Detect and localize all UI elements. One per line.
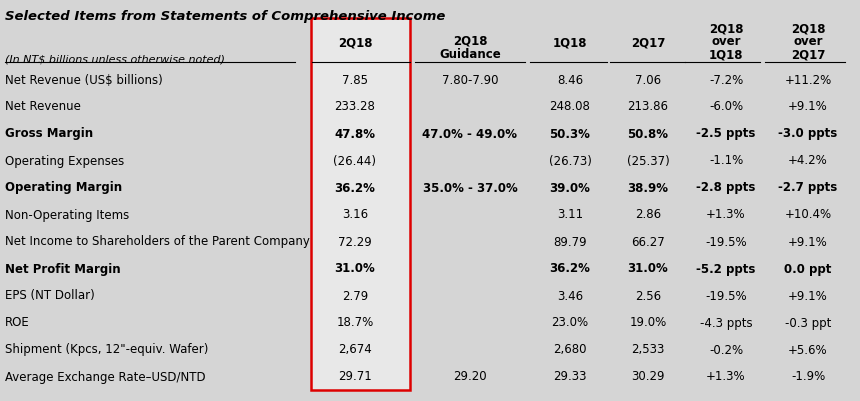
- Text: Net Revenue: Net Revenue: [5, 101, 81, 113]
- Text: -1.9%: -1.9%: [791, 371, 825, 383]
- Text: Net Income to Shareholders of the Parent Company: Net Income to Shareholders of the Parent…: [5, 235, 310, 249]
- Text: 8.46: 8.46: [557, 73, 583, 87]
- Text: 31.0%: 31.0%: [335, 263, 375, 275]
- Text: 2.56: 2.56: [635, 290, 661, 302]
- Text: 2,533: 2,533: [631, 344, 665, 356]
- Text: 213.86: 213.86: [628, 101, 668, 113]
- Text: +1.3%: +1.3%: [706, 371, 746, 383]
- Text: 3.16: 3.16: [342, 209, 368, 221]
- Text: (26.44): (26.44): [334, 154, 377, 168]
- Text: 0.0 ppt: 0.0 ppt: [784, 263, 832, 275]
- Text: ROE: ROE: [5, 316, 30, 330]
- Text: 47.0% - 49.0%: 47.0% - 49.0%: [422, 128, 518, 140]
- Text: 1Q18: 1Q18: [709, 48, 743, 61]
- Bar: [311, 18, 410, 390]
- Text: Guidance: Guidance: [439, 48, 501, 61]
- Text: 7.80-7.90: 7.80-7.90: [442, 73, 498, 87]
- Text: 2.79: 2.79: [342, 290, 368, 302]
- Text: +11.2%: +11.2%: [784, 73, 832, 87]
- Text: 35.0% - 37.0%: 35.0% - 37.0%: [422, 182, 518, 194]
- Text: 23.0%: 23.0%: [551, 316, 588, 330]
- Text: 29.20: 29.20: [453, 371, 487, 383]
- Text: 29.71: 29.71: [338, 371, 372, 383]
- Text: (In NT$ billions unless otherwise noted): (In NT$ billions unless otherwise noted): [5, 55, 225, 65]
- Text: +9.1%: +9.1%: [788, 290, 828, 302]
- Text: 31.0%: 31.0%: [628, 263, 668, 275]
- Text: -5.2 ppts: -5.2 ppts: [697, 263, 756, 275]
- Text: +9.1%: +9.1%: [788, 235, 828, 249]
- Text: -3.0 ppts: -3.0 ppts: [778, 128, 838, 140]
- Text: 36.2%: 36.2%: [550, 263, 591, 275]
- Text: 1Q18: 1Q18: [553, 37, 587, 50]
- Text: (26.73): (26.73): [549, 154, 592, 168]
- Text: Non-Operating Items: Non-Operating Items: [5, 209, 129, 221]
- Text: 30.29: 30.29: [631, 371, 665, 383]
- Text: 19.0%: 19.0%: [630, 316, 666, 330]
- Text: 89.79: 89.79: [553, 235, 587, 249]
- Text: 66.27: 66.27: [631, 235, 665, 249]
- Text: -2.8 ppts: -2.8 ppts: [697, 182, 756, 194]
- Text: Net Profit Margin: Net Profit Margin: [5, 263, 120, 275]
- Text: -4.3 ppts: -4.3 ppts: [700, 316, 752, 330]
- Text: 2Q17: 2Q17: [631, 37, 665, 50]
- Text: 2.86: 2.86: [635, 209, 661, 221]
- Text: -0.3 ppt: -0.3 ppt: [785, 316, 831, 330]
- Text: 36.2%: 36.2%: [335, 182, 376, 194]
- Text: +4.2%: +4.2%: [788, 154, 828, 168]
- Text: 2,674: 2,674: [338, 344, 372, 356]
- Text: 7.06: 7.06: [635, 73, 661, 87]
- Text: 7.85: 7.85: [342, 73, 368, 87]
- Text: Operating Expenses: Operating Expenses: [5, 154, 124, 168]
- Text: over: over: [711, 35, 740, 48]
- Text: 248.08: 248.08: [550, 101, 591, 113]
- Text: -19.5%: -19.5%: [705, 235, 746, 249]
- Text: Average Exchange Rate–USD/NTD: Average Exchange Rate–USD/NTD: [5, 371, 206, 383]
- Text: 233.28: 233.28: [335, 101, 376, 113]
- Text: Shipment (Kpcs, 12"-equiv. Wafer): Shipment (Kpcs, 12"-equiv. Wafer): [5, 344, 208, 356]
- Text: 2Q18: 2Q18: [709, 22, 743, 35]
- Text: +10.4%: +10.4%: [784, 209, 832, 221]
- Text: -0.2%: -0.2%: [709, 344, 743, 356]
- Text: 3.11: 3.11: [557, 209, 583, 221]
- Text: 39.0%: 39.0%: [550, 182, 591, 194]
- Text: 2Q17: 2Q17: [791, 48, 826, 61]
- Text: +9.1%: +9.1%: [788, 101, 828, 113]
- Text: Operating Margin: Operating Margin: [5, 182, 122, 194]
- Text: 29.33: 29.33: [553, 371, 587, 383]
- Text: 18.7%: 18.7%: [336, 316, 373, 330]
- Text: 38.9%: 38.9%: [628, 182, 668, 194]
- Text: Net Revenue (US$ billions): Net Revenue (US$ billions): [5, 73, 163, 87]
- Text: 3.46: 3.46: [557, 290, 583, 302]
- Text: 50.8%: 50.8%: [628, 128, 668, 140]
- Text: over: over: [793, 35, 823, 48]
- Text: 2Q18: 2Q18: [452, 35, 488, 48]
- Text: +5.6%: +5.6%: [788, 344, 828, 356]
- Text: -6.0%: -6.0%: [709, 101, 743, 113]
- Text: 72.29: 72.29: [338, 235, 372, 249]
- Text: Gross Margin: Gross Margin: [5, 128, 93, 140]
- Text: -1.1%: -1.1%: [709, 154, 743, 168]
- Text: -19.5%: -19.5%: [705, 290, 746, 302]
- Text: 2,680: 2,680: [553, 344, 587, 356]
- Text: -2.7 ppts: -2.7 ppts: [778, 182, 838, 194]
- Text: 50.3%: 50.3%: [550, 128, 591, 140]
- Text: EPS (NT Dollar): EPS (NT Dollar): [5, 290, 95, 302]
- Text: 2Q18: 2Q18: [338, 37, 372, 50]
- Text: Selected Items from Statements of Comprehensive Income: Selected Items from Statements of Compre…: [5, 10, 445, 23]
- Text: -2.5 ppts: -2.5 ppts: [697, 128, 756, 140]
- Text: (25.37): (25.37): [627, 154, 669, 168]
- Text: 2Q18: 2Q18: [790, 22, 826, 35]
- Text: 47.8%: 47.8%: [335, 128, 376, 140]
- Text: +1.3%: +1.3%: [706, 209, 746, 221]
- Text: -7.2%: -7.2%: [709, 73, 743, 87]
